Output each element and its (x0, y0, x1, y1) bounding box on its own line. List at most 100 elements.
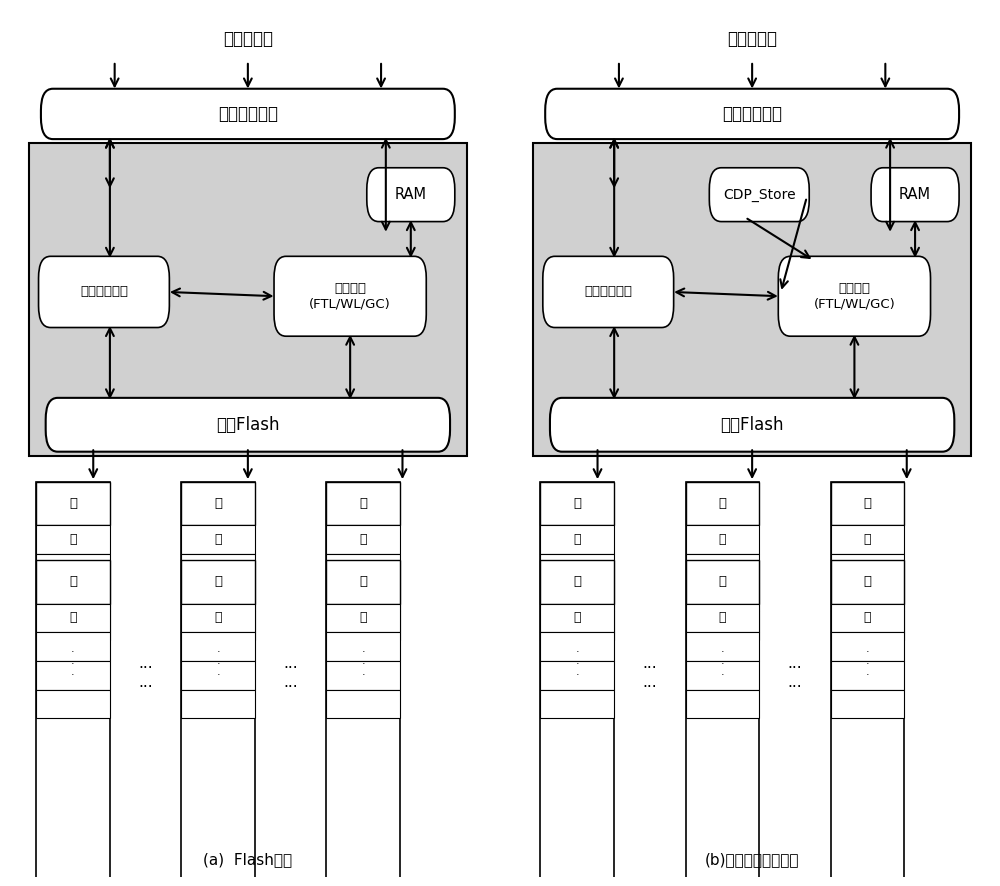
Bar (686, 689, 759, 719)
Text: 缓存管理部件: 缓存管理部件 (80, 285, 128, 299)
Bar (36, 482, 110, 525)
Bar (326, 560, 400, 603)
Bar (36, 689, 110, 719)
Bar (686, 633, 759, 661)
Text: ·
·
·: · · · (361, 648, 365, 680)
Bar (540, 583, 614, 611)
FancyBboxPatch shape (778, 256, 931, 336)
Bar (181, 560, 255, 603)
Bar (326, 525, 400, 554)
Text: 块: 块 (359, 575, 367, 588)
Text: 多路Flash: 多路Flash (720, 416, 784, 434)
Text: ...: ... (643, 657, 657, 672)
Bar (181, 554, 255, 583)
Text: 页: 页 (864, 611, 871, 625)
Bar (686, 482, 759, 881)
Bar (181, 689, 255, 719)
Text: 块: 块 (69, 497, 77, 510)
Text: ...: ... (138, 657, 153, 672)
Bar (831, 661, 904, 689)
Bar (540, 611, 614, 640)
Text: CDP_Store: CDP_Store (723, 188, 796, 202)
Text: 块: 块 (573, 575, 581, 588)
Text: ...: ... (138, 675, 153, 690)
FancyBboxPatch shape (550, 398, 954, 452)
Bar (686, 661, 759, 689)
Text: 页: 页 (574, 611, 581, 625)
Bar (181, 583, 255, 611)
Bar (831, 482, 904, 881)
Text: 页: 页 (359, 611, 367, 625)
Text: 处理部件
(FTL/WL/GC): 处理部件 (FTL/WL/GC) (309, 283, 391, 310)
Text: ...: ... (788, 657, 802, 672)
FancyBboxPatch shape (545, 89, 959, 139)
Text: 页: 页 (719, 611, 726, 625)
Bar (326, 583, 400, 611)
FancyBboxPatch shape (41, 89, 455, 139)
Bar (540, 603, 614, 633)
Bar (181, 633, 255, 661)
Bar (686, 560, 759, 603)
Bar (36, 603, 110, 633)
FancyBboxPatch shape (543, 256, 674, 328)
Text: ·
·
·: · · · (71, 648, 75, 680)
Bar (181, 525, 255, 554)
Text: ...: ... (283, 657, 298, 672)
Bar (686, 482, 759, 525)
Bar (686, 554, 759, 583)
Text: 块: 块 (214, 575, 222, 588)
Bar (36, 633, 110, 661)
Bar (686, 603, 759, 633)
Text: 主机逻辑接口: 主机逻辑接口 (218, 105, 278, 123)
Text: 页: 页 (214, 533, 222, 547)
Text: 逻辑块请求: 逻辑块请求 (223, 30, 273, 48)
Text: ·
·
·: · · · (721, 648, 724, 680)
Text: 块: 块 (69, 575, 77, 588)
Bar (540, 689, 614, 719)
FancyBboxPatch shape (39, 256, 169, 328)
Bar (326, 554, 400, 583)
Text: 页: 页 (719, 533, 726, 547)
Text: ·
·
·: · · · (866, 648, 869, 680)
Text: (b)本发明的系统结构: (b)本发明的系统结构 (705, 852, 799, 867)
Bar (36, 661, 110, 689)
Text: 块: 块 (864, 497, 872, 510)
Bar (326, 482, 400, 881)
Bar (36, 525, 110, 554)
Bar (181, 482, 255, 881)
Bar (831, 583, 904, 611)
Text: 主机逻辑接口: 主机逻辑接口 (722, 105, 782, 123)
Bar (540, 661, 614, 689)
Text: RAM: RAM (899, 187, 931, 202)
Bar (181, 611, 255, 640)
Bar (831, 560, 904, 603)
Bar (686, 611, 759, 640)
FancyBboxPatch shape (367, 167, 455, 222)
Bar (181, 661, 255, 689)
Text: 页: 页 (214, 611, 222, 625)
Bar (181, 482, 255, 525)
Text: 块: 块 (359, 497, 367, 510)
Text: 处理部件
(FTL/WL/GC): 处理部件 (FTL/WL/GC) (814, 283, 895, 310)
Bar (326, 689, 400, 719)
Bar (686, 525, 759, 554)
Text: 块: 块 (718, 575, 726, 588)
Bar (36, 482, 110, 881)
Text: (a)  Flash结构: (a) Flash结构 (203, 852, 292, 867)
Bar (326, 611, 400, 640)
Text: 页: 页 (574, 533, 581, 547)
Bar (540, 554, 614, 583)
Bar (326, 633, 400, 661)
Text: 逻辑块请求: 逻辑块请求 (727, 30, 777, 48)
FancyBboxPatch shape (871, 167, 959, 222)
Text: 块: 块 (718, 497, 726, 510)
Bar (540, 560, 614, 603)
Text: 块: 块 (864, 575, 872, 588)
Text: 缓存管理部件: 缓存管理部件 (584, 285, 632, 299)
Bar (36, 554, 110, 583)
Bar (831, 603, 904, 633)
Text: ...: ... (788, 675, 802, 690)
Bar (326, 482, 400, 525)
Text: 块: 块 (573, 497, 581, 510)
Bar (326, 603, 400, 633)
